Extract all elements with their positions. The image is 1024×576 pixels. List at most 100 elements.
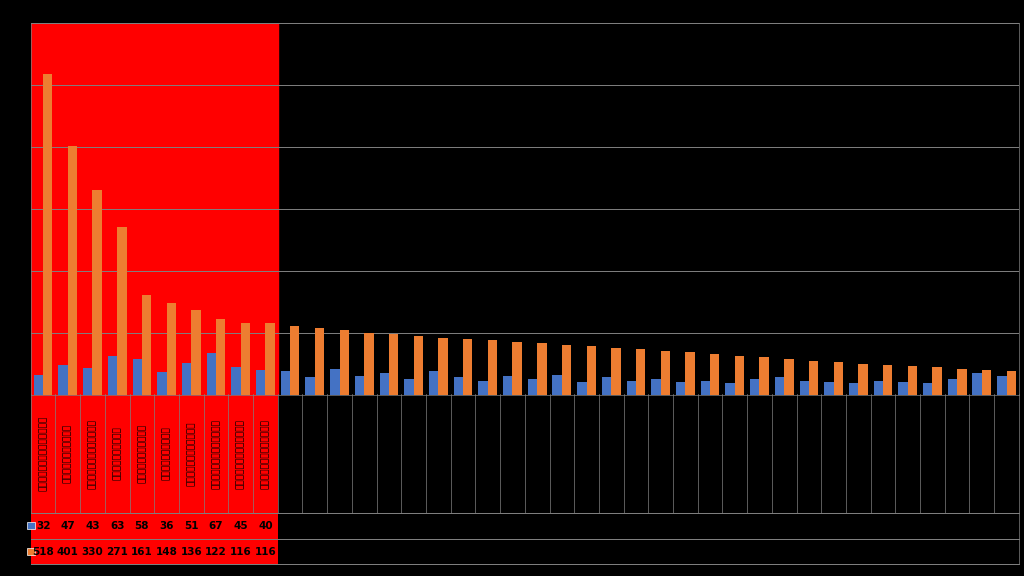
Bar [538,343,547,395]
Bar [725,384,735,395]
Bar [800,381,809,395]
Text: 32: 32 [36,521,50,530]
Bar [997,376,1007,395]
Bar [685,353,694,395]
Bar [883,365,892,395]
Bar [207,353,216,395]
Bar [1007,371,1016,395]
Bar [898,382,907,395]
Text: 西武学団文理中学・高等学校: 西武学団文理中学・高等学校 [261,419,270,488]
Text: 116: 116 [255,547,276,556]
Bar [314,328,325,395]
Text: 136: 136 [180,547,202,556]
Bar [553,375,562,395]
Text: 51: 51 [184,521,199,530]
Bar [68,146,77,395]
Text: 401: 401 [57,547,79,556]
Bar [710,354,720,395]
Text: 161: 161 [131,547,153,556]
Bar [478,381,487,395]
Bar [142,295,152,395]
Bar [340,329,349,395]
Bar [290,327,299,395]
Bar [907,366,918,395]
Bar [982,370,991,395]
Bar [158,372,167,395]
Text: 武南中学校・高等学校: 武南中学校・高等学校 [162,427,171,480]
Bar [503,376,512,395]
Text: 63: 63 [110,521,125,530]
Bar [117,227,127,395]
Bar [429,371,438,395]
Bar [700,381,710,395]
Text: 埼玉栄中学校・高等学校: 埼玉栄中学校・高等学校 [63,424,73,483]
Bar [380,373,389,395]
Bar [182,363,191,395]
Bar [463,339,472,395]
Bar [305,377,314,395]
Bar [578,382,587,395]
Bar [404,379,414,395]
Bar [281,371,290,395]
Text: 518: 518 [32,547,54,556]
Bar [58,365,68,395]
Text: 宮崎日本大学中学校・高等学校: 宮崎日本大学中学校・高等学校 [39,416,47,491]
Bar [31,23,278,395]
Bar [355,376,365,395]
Bar [365,333,374,395]
Bar [487,340,497,395]
Bar [760,357,769,395]
Bar [256,370,265,395]
Bar [834,362,843,395]
Bar [957,369,967,395]
Bar [933,367,942,395]
Bar [562,345,571,395]
Bar [167,303,176,395]
Bar [676,382,685,395]
Bar [389,334,398,395]
Bar [627,381,636,395]
Bar [775,377,784,395]
Bar [651,379,660,395]
Bar [414,336,423,395]
Bar [809,361,818,395]
Text: 45: 45 [233,521,248,530]
Text: 浦和實業中学校（中高一貫）: 浦和實業中学校（中高一貫） [88,419,97,488]
Bar [527,379,538,395]
Text: 浦和中学校・高等学校: 浦和中学校・高等学校 [113,427,122,480]
Bar [34,375,43,395]
Bar [132,359,142,395]
Bar [216,319,225,395]
Bar [191,310,201,395]
Bar [784,359,794,395]
Text: 116: 116 [229,547,252,556]
Text: 大宮開成中学・高等学校: 大宮開成中学・高等学校 [137,424,146,483]
Bar [83,368,92,395]
Text: 58: 58 [134,521,150,530]
Text: 67: 67 [209,521,223,530]
Bar [108,355,117,395]
Text: 148: 148 [156,547,177,556]
Text: 間経中学・高等学校（一貫）: 間経中学・高等学校（一貫） [212,419,220,488]
Bar [873,381,883,395]
Text: 330: 330 [82,547,103,556]
Text: 43: 43 [85,521,99,530]
Bar [330,369,340,395]
Bar [751,379,760,395]
Text: 271: 271 [106,547,128,556]
Bar [438,338,447,395]
Bar [231,367,241,395]
Bar [824,382,834,395]
Text: 浦学団埼玉中学校・高等学校: 浦学団埼玉中学校・高等学校 [237,419,245,488]
Bar [735,355,744,395]
Text: 佐久長監中学校・高等学校: 佐久長監中学校・高等学校 [186,422,196,486]
Bar [587,346,596,395]
Text: 47: 47 [60,521,75,530]
Bar [602,377,611,395]
Text: 40: 40 [258,521,272,530]
Bar [512,342,522,395]
Bar [948,379,957,395]
Bar [241,323,250,395]
Bar [43,74,52,395]
Bar [611,348,621,395]
